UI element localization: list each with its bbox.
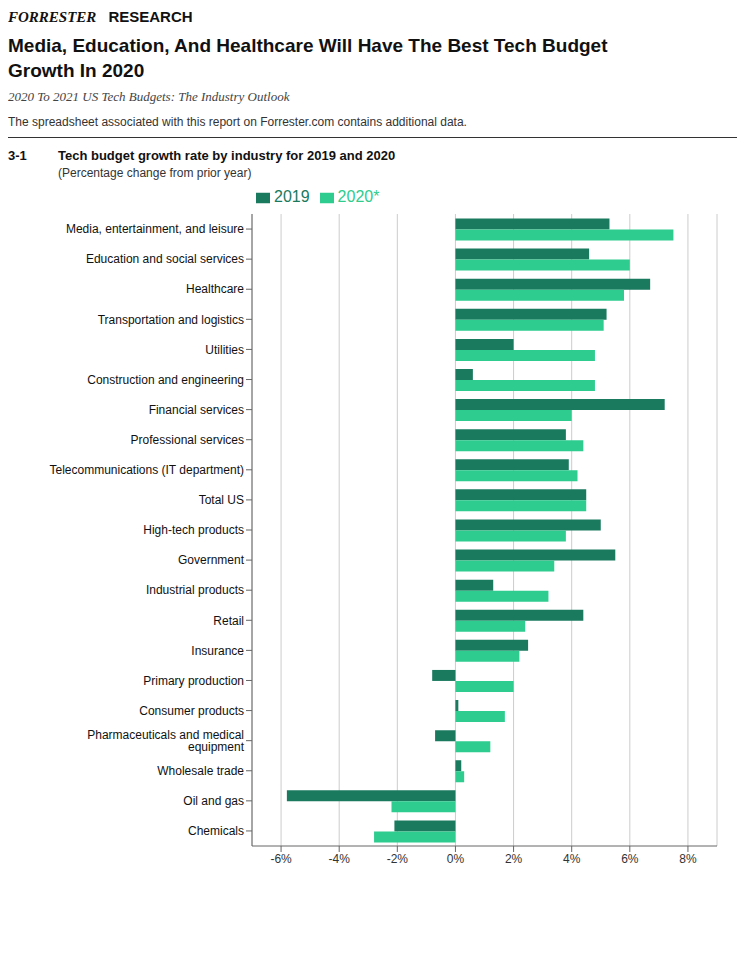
svg-text:Telecommunications (IT departm: Telecommunications (IT department)	[49, 463, 244, 477]
svg-text:Financial services: Financial services	[149, 403, 244, 417]
svg-text:Healthcare: Healthcare	[186, 283, 244, 297]
svg-text:Professional services: Professional services	[131, 433, 244, 447]
svg-text:6%: 6%	[621, 852, 639, 866]
html-text:RESEARCH: RESEARCH	[108, 8, 193, 25]
svg-text:2%: 2%	[505, 852, 523, 866]
svg-text:Education and social services: Education and social services	[86, 253, 244, 267]
svg-text:0%: 0%	[447, 852, 465, 866]
svg-text:-4%: -4%	[329, 852, 351, 866]
svg-text:Transportation and logistics: Transportation and logistics	[98, 313, 244, 327]
html-text:2020 To 2021 US Tech Budgets:: 2020 To 2021 US Tech Budgets: The Indust…	[8, 89, 290, 105]
svg-text:-6%: -6%	[270, 852, 292, 866]
html-text:Tech budget growth rate by ind: Tech budget growth rate by industry for …	[58, 148, 396, 164]
svg-text:Utilities: Utilities	[205, 343, 244, 357]
svg-text:Insurance: Insurance	[191, 644, 244, 658]
html-text:(Percentage change from prior: (Percentage change from prior year)	[58, 166, 252, 181]
html-text:3-1: 3-1	[8, 148, 27, 164]
svg-text:Chemicals: Chemicals	[188, 825, 244, 839]
html-text:2019: 2019	[274, 188, 310, 206]
svg-text:-2%: -2%	[387, 852, 409, 866]
svg-text:Primary production: Primary production	[143, 674, 244, 688]
svg-text:4%: 4%	[563, 852, 581, 866]
html-text:2020*: 2020*	[337, 188, 380, 206]
svg-text:Industrial products: Industrial products	[146, 584, 244, 598]
svg-text:Consumer products: Consumer products	[139, 704, 244, 718]
svg-text:Wholesale trade: Wholesale trade	[157, 764, 244, 778]
svg-text:Retail: Retail	[213, 614, 244, 628]
svg-text:Pharmaceuticals and medicalequ: Pharmaceuticals and medicalequipment	[87, 728, 244, 754]
svg-text:Media, entertainment, and leis: Media, entertainment, and leisure	[66, 223, 244, 237]
svg-text:High-tech products: High-tech products	[143, 524, 244, 538]
html-text:Media, Education, And Healthca: Media, Education, And Healthcare Will Ha…	[8, 35, 608, 81]
svg-text:Total US: Total US	[199, 494, 244, 508]
svg-text:8%: 8%	[679, 852, 697, 866]
svg-text:Oil and gas: Oil and gas	[183, 794, 244, 808]
html-text:FORRESTER: FORRESTER	[8, 9, 97, 25]
svg-text:Government: Government	[178, 554, 245, 568]
svg-text:Construction and engineering: Construction and engineering	[87, 373, 244, 387]
html-text:The spreadsheet associated wit: The spreadsheet associated with this rep…	[8, 115, 467, 130]
